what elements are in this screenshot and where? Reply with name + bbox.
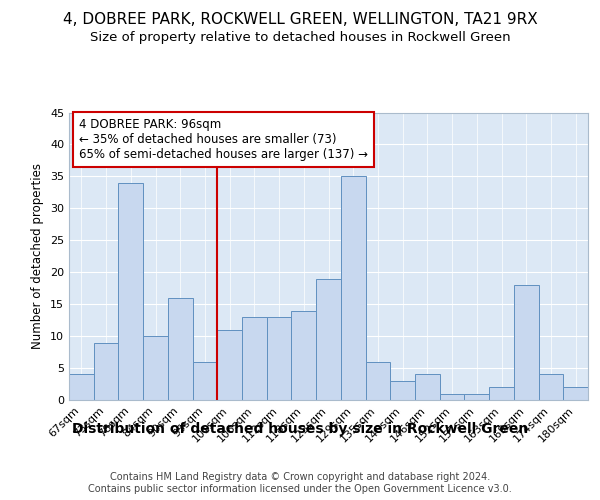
- Bar: [69, 374, 94, 400]
- Y-axis label: Number of detached properties: Number of detached properties: [31, 163, 44, 350]
- Text: Distribution of detached houses by size in Rockwell Green: Distribution of detached houses by size …: [72, 422, 528, 436]
- Bar: [341, 176, 365, 400]
- Bar: [118, 183, 143, 400]
- Bar: [168, 298, 193, 400]
- Bar: [563, 387, 588, 400]
- Bar: [390, 381, 415, 400]
- Text: 4, DOBREE PARK, ROCKWELL GREEN, WELLINGTON, TA21 9RX: 4, DOBREE PARK, ROCKWELL GREEN, WELLINGT…: [62, 12, 538, 28]
- Text: Contains HM Land Registry data © Crown copyright and database right 2024.
Contai: Contains HM Land Registry data © Crown c…: [88, 472, 512, 494]
- Bar: [94, 342, 118, 400]
- Text: Size of property relative to detached houses in Rockwell Green: Size of property relative to detached ho…: [89, 31, 511, 44]
- Bar: [292, 310, 316, 400]
- Text: 4 DOBREE PARK: 96sqm
← 35% of detached houses are smaller (73)
65% of semi-detac: 4 DOBREE PARK: 96sqm ← 35% of detached h…: [79, 118, 368, 162]
- Bar: [464, 394, 489, 400]
- Bar: [267, 317, 292, 400]
- Bar: [440, 394, 464, 400]
- Bar: [242, 317, 267, 400]
- Bar: [365, 362, 390, 400]
- Bar: [217, 330, 242, 400]
- Bar: [489, 387, 514, 400]
- Bar: [143, 336, 168, 400]
- Bar: [193, 362, 217, 400]
- Bar: [539, 374, 563, 400]
- Bar: [316, 278, 341, 400]
- Bar: [415, 374, 440, 400]
- Bar: [514, 285, 539, 400]
